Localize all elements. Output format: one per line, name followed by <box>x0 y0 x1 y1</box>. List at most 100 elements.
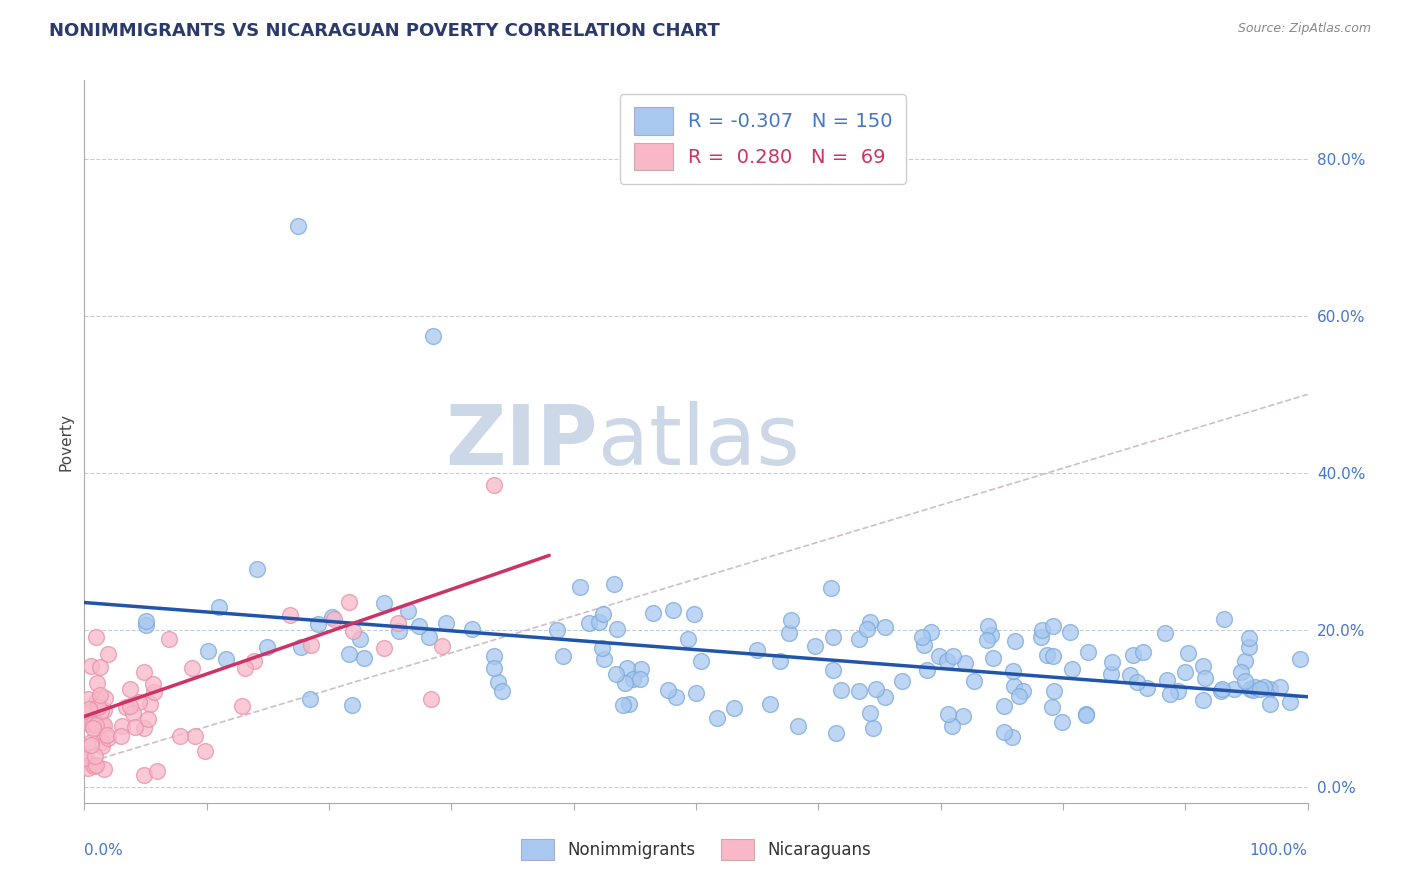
Point <box>337 595 360 609</box>
Point <box>1159 688 1181 702</box>
Point <box>685 686 707 700</box>
Point <box>592 607 614 622</box>
Point <box>911 631 934 645</box>
Point <box>1076 706 1098 721</box>
Text: NONIMMIGRANTS VS NICARAGUAN POVERTY CORRELATION CHART: NONIMMIGRANTS VS NICARAGUAN POVERTY CORR… <box>49 22 720 40</box>
Point <box>657 683 679 698</box>
Point <box>342 698 364 712</box>
Point <box>641 606 664 620</box>
Point <box>1042 683 1064 698</box>
Point <box>551 649 574 664</box>
Point <box>662 603 685 617</box>
Point <box>307 617 329 632</box>
Point <box>591 641 613 656</box>
Point <box>619 698 641 712</box>
Point <box>1239 681 1261 696</box>
Point <box>1036 648 1059 662</box>
Point <box>387 624 409 638</box>
Point <box>77 761 100 775</box>
Point <box>1119 668 1142 682</box>
Point <box>953 657 976 671</box>
Point <box>602 576 624 591</box>
Point <box>132 768 155 782</box>
Point <box>420 691 443 706</box>
Point <box>873 620 896 634</box>
Point <box>77 691 100 706</box>
Point <box>132 721 155 735</box>
Point <box>93 718 115 732</box>
Point <box>1074 708 1097 723</box>
Point <box>848 683 870 698</box>
Point <box>825 726 848 740</box>
Point <box>1192 658 1215 673</box>
Point <box>135 614 157 628</box>
Point <box>977 618 1000 632</box>
Point <box>1040 700 1063 714</box>
Point <box>859 706 882 721</box>
Point <box>928 649 950 664</box>
Point <box>1153 625 1175 640</box>
Point <box>682 607 704 622</box>
Point <box>855 622 877 636</box>
Point <box>1213 612 1236 626</box>
Point <box>1029 630 1052 644</box>
Point <box>256 640 278 654</box>
Text: 0.0%: 0.0% <box>84 843 124 857</box>
Point <box>588 615 610 629</box>
Point <box>482 661 505 675</box>
Point <box>79 757 101 772</box>
Point <box>197 644 219 658</box>
Point <box>1192 693 1215 707</box>
Point <box>941 719 963 733</box>
Point <box>486 674 509 689</box>
Point <box>1122 648 1144 662</box>
Point <box>89 688 111 702</box>
Point <box>143 685 166 699</box>
Point <box>89 659 111 673</box>
Point <box>912 639 935 653</box>
Point <box>917 663 939 677</box>
Y-axis label: Poverty: Poverty <box>58 412 73 471</box>
Point <box>1062 663 1084 677</box>
Point <box>1167 683 1189 698</box>
Point <box>723 701 745 715</box>
Point <box>418 630 440 644</box>
Point <box>779 613 801 627</box>
Point <box>875 690 897 704</box>
Point <box>80 738 103 752</box>
Point <box>91 735 114 749</box>
Point <box>194 744 217 758</box>
Point <box>1258 697 1281 711</box>
Point <box>1230 665 1253 679</box>
Text: ZIP: ZIP <box>446 401 598 482</box>
Point <box>678 632 700 646</box>
Point <box>1156 673 1178 687</box>
Point <box>1289 651 1312 665</box>
Point <box>747 643 769 657</box>
Point <box>606 622 628 636</box>
Point <box>1234 674 1257 689</box>
Point <box>430 639 453 653</box>
Point <box>233 661 256 675</box>
Point <box>128 696 150 710</box>
Point <box>569 580 592 594</box>
Point <box>1234 654 1257 668</box>
Point <box>208 599 231 614</box>
Point <box>1253 681 1275 695</box>
Point <box>1249 682 1271 697</box>
Point <box>1042 649 1064 664</box>
Point <box>1099 666 1122 681</box>
Point <box>76 753 98 767</box>
Point <box>97 731 120 745</box>
Point <box>73 707 96 722</box>
Point <box>115 700 138 714</box>
Point <box>136 712 159 726</box>
Point <box>1194 671 1216 685</box>
Point <box>1101 655 1123 669</box>
Point <box>408 619 430 633</box>
Point <box>299 638 322 652</box>
Point <box>630 663 652 677</box>
Point <box>821 663 844 677</box>
Point <box>1244 680 1267 694</box>
Point <box>118 681 141 696</box>
